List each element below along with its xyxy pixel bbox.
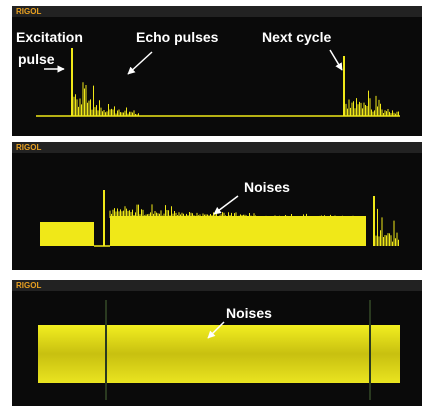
annotation: pulse: [18, 51, 55, 67]
brand: RIGOL: [16, 7, 41, 16]
brand: RIGOL: [16, 143, 41, 152]
status-bar: [12, 6, 422, 17]
scope-panel: RIGOL: [12, 142, 422, 270]
noise-band: [110, 216, 366, 246]
status-bar: [12, 142, 422, 153]
screen: [12, 142, 422, 270]
scope-panel: RIGOL: [12, 280, 422, 406]
annotation: Next cycle: [262, 29, 331, 45]
annotation: Echo pulses: [136, 29, 219, 45]
figure: RIGOL Excitation pulse Echo pulses Next …: [0, 0, 436, 414]
annotation: Excitation: [16, 29, 83, 45]
status-bar: [12, 280, 422, 291]
noise-block: [40, 222, 94, 246]
annotation: Noises: [226, 305, 272, 321]
annotation: Noises: [244, 179, 290, 195]
brand: RIGOL: [16, 281, 41, 290]
noise-band: [38, 325, 400, 383]
